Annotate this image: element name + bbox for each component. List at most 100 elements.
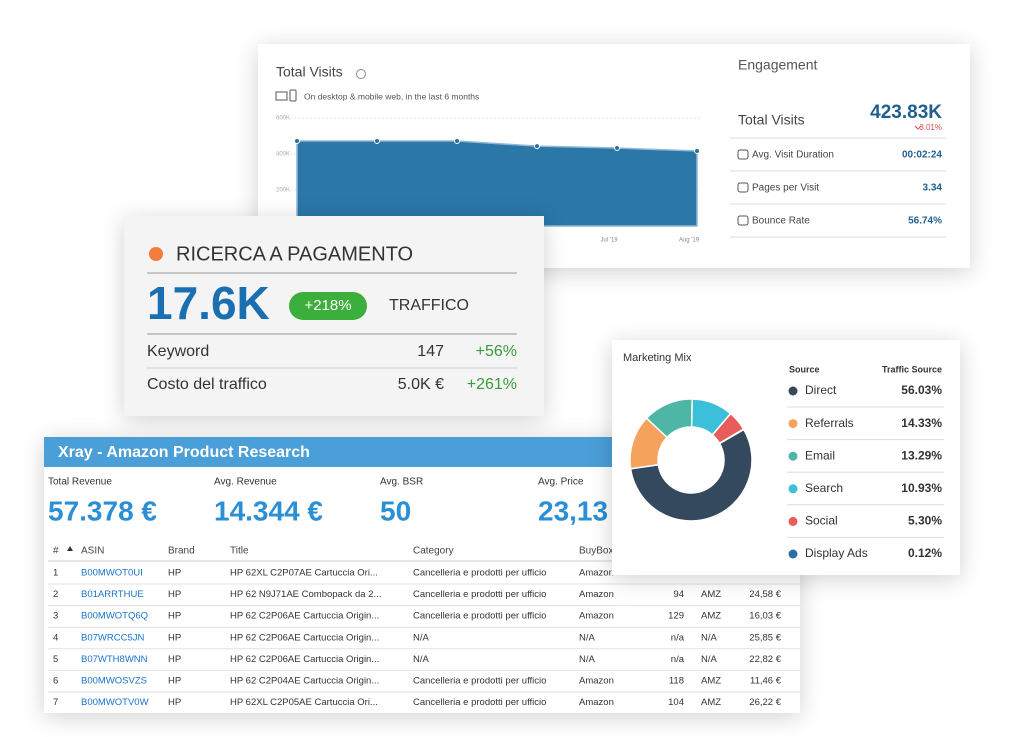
sort-icon — [67, 546, 73, 551]
table-cell: N/A — [413, 632, 430, 643]
mobile-icon — [289, 89, 297, 102]
metric-value: 3.34 — [923, 183, 943, 194]
point — [614, 145, 620, 152]
table-cell: N/A — [579, 632, 596, 643]
table-cell: 16,03 € — [749, 611, 781, 622]
point — [374, 138, 380, 145]
table-cell: N/A — [701, 654, 718, 665]
table-cell: HP — [168, 589, 181, 600]
table-cell: 129 — [668, 611, 684, 622]
legend-name: Search — [805, 481, 843, 495]
table-cell: 24,58 € — [749, 589, 781, 600]
table-header: BuyBox — [579, 546, 613, 557]
desktop-icon — [275, 91, 288, 101]
table-cell: 3 — [53, 611, 58, 622]
traffic-value: 17.6K — [147, 277, 270, 329]
table-header: Category — [413, 546, 454, 557]
table-cell: Amazon — [579, 697, 614, 708]
table-cell: HP 62 C2P06AE Cartuccia Origin... — [230, 654, 379, 665]
table-cell: Amazon — [579, 589, 614, 600]
y-tick-label: 200K — [276, 188, 290, 194]
table-cell: 4 — [53, 632, 58, 643]
table-cell: 22,82 € — [749, 654, 781, 665]
paid-search-title: RICERCA A PAGAMENTO — [176, 243, 413, 265]
legend-name: Direct — [805, 383, 837, 397]
table-cell: B01ARRTHUE — [81, 589, 144, 600]
table-cell: Amazon — [579, 676, 614, 687]
table-cell: 26,22 € — [749, 697, 781, 708]
legend-dot — [788, 386, 798, 396]
legend-value: 13.29% — [901, 448, 942, 462]
legend-value: 56.03% — [901, 383, 942, 397]
table-cell: HP — [168, 676, 181, 687]
table-header: # — [53, 546, 59, 557]
row-label: Costo del traffico — [147, 376, 267, 393]
table-cell: N/A — [701, 632, 718, 643]
metric-icon — [737, 182, 749, 193]
table-cell: HP — [168, 654, 181, 665]
table-cell: Cancelleria e prodotti per ufficio — [413, 568, 546, 579]
table-cell: B00MWOTV0W — [81, 697, 149, 708]
row-change: +261% — [467, 376, 517, 393]
table-cell: HP 62XL C2P05AE Cartuccia Ori... — [230, 697, 378, 708]
table-cell: Cancelleria e prodotti per ufficio — [413, 697, 546, 708]
table-cell: AMZ — [701, 611, 721, 622]
status-dot — [149, 247, 163, 261]
table-cell: n/a — [671, 654, 685, 665]
legend-dot — [788, 549, 798, 559]
table-cell: HP 62 C2P06AE Cartuccia Origin... — [230, 611, 379, 622]
row-label: Keyword — [147, 343, 209, 360]
table-cell: HP 62XL C2P07AE Cartuccia Ori... — [230, 568, 378, 579]
x-tick-label: Jul '19 — [600, 238, 618, 244]
table-cell: HP 62 N9J71AE Combopack da 2... — [230, 589, 381, 600]
summary-value: 50 — [380, 495, 411, 526]
visits-subtitle: On desktop & mobile web, in the last 6 m… — [304, 91, 479, 101]
table-cell: 25,85 € — [749, 632, 781, 643]
donut-segment — [718, 428, 745, 445]
table-header: Title — [230, 546, 249, 557]
legend-value: 10.93% — [901, 481, 942, 495]
table-cell: 11,46 € — [750, 676, 782, 687]
table-cell: N/A — [579, 654, 596, 665]
row-change: +56% — [476, 343, 517, 360]
legend-name: Social — [805, 514, 838, 528]
table-cell: HP — [168, 611, 181, 622]
table-cell: 5 — [53, 654, 58, 665]
table-cell: HP — [168, 568, 181, 579]
marketing-mix-svg: Marketing Mix Source Traffic Source Dire… — [623, 352, 944, 560]
traffic-label: TRAFFICO — [389, 297, 469, 314]
table-cell: N/A — [413, 654, 430, 665]
table-cell: 118 — [669, 676, 684, 687]
visits-title: Total Visits — [276, 64, 343, 80]
summary-value: 23,13 — [538, 495, 608, 526]
legend-value: 5.30% — [908, 514, 942, 528]
table-cell: HP 62 C2P04AE Cartuccia Origin... — [230, 676, 379, 687]
legend-dot — [788, 516, 798, 526]
legend-value: 14.33% — [901, 416, 942, 430]
summary-label: Total Revenue — [48, 477, 112, 488]
total-visits-change: 3.01% — [919, 123, 942, 132]
table-cell: Cancelleria e prodotti per ufficio — [413, 676, 546, 687]
point — [454, 138, 460, 145]
paid-search-card: RICERCA A PAGAMENTO 17.6K +218% TRAFFICO… — [124, 216, 544, 416]
x-tick-label: Aug '19 — [679, 238, 700, 244]
marketing-mix-title: Marketing Mix — [623, 352, 692, 364]
summary-value: 57.378 € — [48, 495, 157, 526]
table-cell: 1 — [53, 568, 58, 579]
legend-dot — [788, 451, 798, 461]
table-cell: 2 — [53, 589, 58, 600]
legend-value: 0.12% — [908, 546, 942, 560]
row-value: 5.0K € — [398, 376, 444, 393]
paid-search-svg: RICERCA A PAGAMENTO 17.6K +218% TRAFFICO… — [147, 243, 517, 393]
table-cell: Cancelleria e prodotti per ufficio — [413, 589, 546, 600]
point — [534, 143, 540, 150]
metric-value: 56.74% — [908, 216, 942, 227]
column-header: Source — [789, 364, 820, 374]
table-cell: AMZ — [701, 589, 721, 600]
donut-segment — [629, 428, 753, 522]
table-cell: B07WRCC5JN — [81, 632, 144, 643]
metric-icon — [737, 215, 749, 226]
legend-dot — [788, 484, 798, 494]
metric-value: 00:02:24 — [902, 150, 942, 161]
y-tick-label: 400K — [276, 152, 290, 158]
